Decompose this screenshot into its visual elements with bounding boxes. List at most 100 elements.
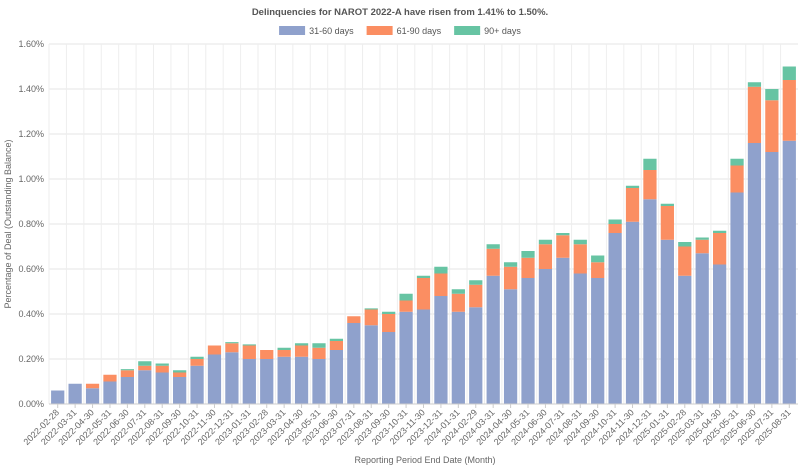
x-axis: 2022-02-282022-03-312022-04-302022-05-31… <box>21 403 798 447</box>
bar-segment <box>486 275 500 404</box>
bar-segment <box>782 80 796 141</box>
bar-segment <box>678 242 692 247</box>
x-axis-title: Reporting Period End Date (Month) <box>354 455 495 465</box>
y-tick-label: 0.40% <box>18 309 44 319</box>
bar-segment <box>399 300 413 312</box>
bar-segment <box>643 158 657 170</box>
bar-segment <box>695 237 709 240</box>
bar-segment <box>416 275 431 278</box>
bar-segment <box>329 341 344 350</box>
bar-segment <box>294 343 309 346</box>
bar-segment <box>591 278 605 404</box>
bar-segment <box>713 264 727 404</box>
bar-segment <box>173 370 187 373</box>
bar-segment <box>503 266 518 290</box>
bar-segment <box>312 347 326 359</box>
bar-segment <box>730 165 744 193</box>
bar-segment <box>329 338 344 341</box>
bar-segment <box>329 350 344 404</box>
bar-segment <box>155 372 169 404</box>
bar-segment <box>608 224 622 233</box>
chart-title: Delinquencies for NAROT 2022-A have rise… <box>252 7 548 18</box>
legend: 31-60 days 61-90 days 90+ days <box>279 26 521 36</box>
bar-segment <box>138 361 152 366</box>
bar-segment <box>573 239 587 245</box>
bar-segment <box>416 278 431 310</box>
bar-segment <box>556 257 570 404</box>
bar-segment <box>85 383 100 389</box>
bar-segment <box>747 143 762 404</box>
bar-segment <box>312 343 326 348</box>
bar-segment <box>660 203 674 206</box>
bar-segment <box>260 359 274 404</box>
bar-segment <box>625 185 640 188</box>
bar-segment <box>68 383 82 404</box>
bar-segment <box>573 244 587 274</box>
bar-segment <box>138 365 152 371</box>
bar-segment <box>120 369 134 371</box>
y-tick-label: 1.60% <box>18 39 44 49</box>
gridlines <box>48 43 798 405</box>
bar-segment <box>399 293 413 301</box>
bar-segment <box>382 314 396 332</box>
bar-segment <box>469 280 483 285</box>
bar-segment <box>625 221 640 404</box>
bar-segment <box>242 344 256 346</box>
bar-segment <box>364 309 378 326</box>
bar-segment <box>695 253 709 404</box>
bar-segment <box>591 262 605 278</box>
bar-segment <box>242 345 256 359</box>
y-tick-label: 0.00% <box>18 399 44 409</box>
bar-segment <box>521 251 535 258</box>
bar-segment <box>643 170 657 200</box>
bar-segment <box>486 248 500 276</box>
bar-segment <box>608 233 622 404</box>
bar-segment <box>225 343 239 353</box>
legend-label: 31-60 days <box>309 26 354 36</box>
bar-segment <box>747 86 762 143</box>
bar-segment <box>469 284 483 308</box>
bar-segment <box>155 363 169 366</box>
y-tick-label: 1.20% <box>18 129 44 139</box>
bar-segment <box>364 325 378 404</box>
bar-segment <box>207 345 222 355</box>
bar-segment <box>155 365 169 373</box>
bar-segment <box>277 350 291 357</box>
bar-segment <box>225 352 239 404</box>
bar-segment <box>730 158 744 166</box>
bar-segment <box>434 266 448 274</box>
bar-segment <box>730 192 744 404</box>
bar-segment <box>225 342 239 344</box>
bar-segment <box>556 233 570 236</box>
bar-segment <box>416 309 431 404</box>
y-tick-label: 1.40% <box>18 84 44 94</box>
bar-segment <box>260 350 274 359</box>
bar-segment <box>573 273 587 404</box>
bar-segment <box>782 66 796 80</box>
y-axis-title: Percentage of Deal (Outstanding Balance) <box>3 139 13 308</box>
bar-segment <box>625 188 640 222</box>
bar-segment <box>277 347 291 350</box>
bar-segment <box>660 206 674 240</box>
bar-segment <box>207 354 222 404</box>
bar-segment <box>103 374 117 382</box>
legend-swatch <box>279 26 306 35</box>
bar-segment <box>312 359 326 404</box>
bar-segment <box>347 323 361 404</box>
legend-swatch <box>366 26 393 35</box>
bar-segment <box>486 244 500 249</box>
legend-label: 90+ days <box>484 26 521 36</box>
bar-segment <box>765 152 779 404</box>
y-tick-label: 0.60% <box>18 264 44 274</box>
bar-segment <box>521 257 535 278</box>
bar-segment <box>277 356 291 404</box>
y-axis: 0.00% 0.20% 0.40% 0.60% 0.80% 1.00% 1.20% 1.40%… <box>18 39 44 409</box>
bar-segment <box>85 388 100 404</box>
bar-segment <box>138 370 152 404</box>
bar-segment <box>556 235 570 258</box>
bar-segment <box>678 246 692 276</box>
y-tick-label: 1.00% <box>18 174 44 184</box>
bar-segment <box>660 239 674 404</box>
bar-segment <box>190 365 204 404</box>
